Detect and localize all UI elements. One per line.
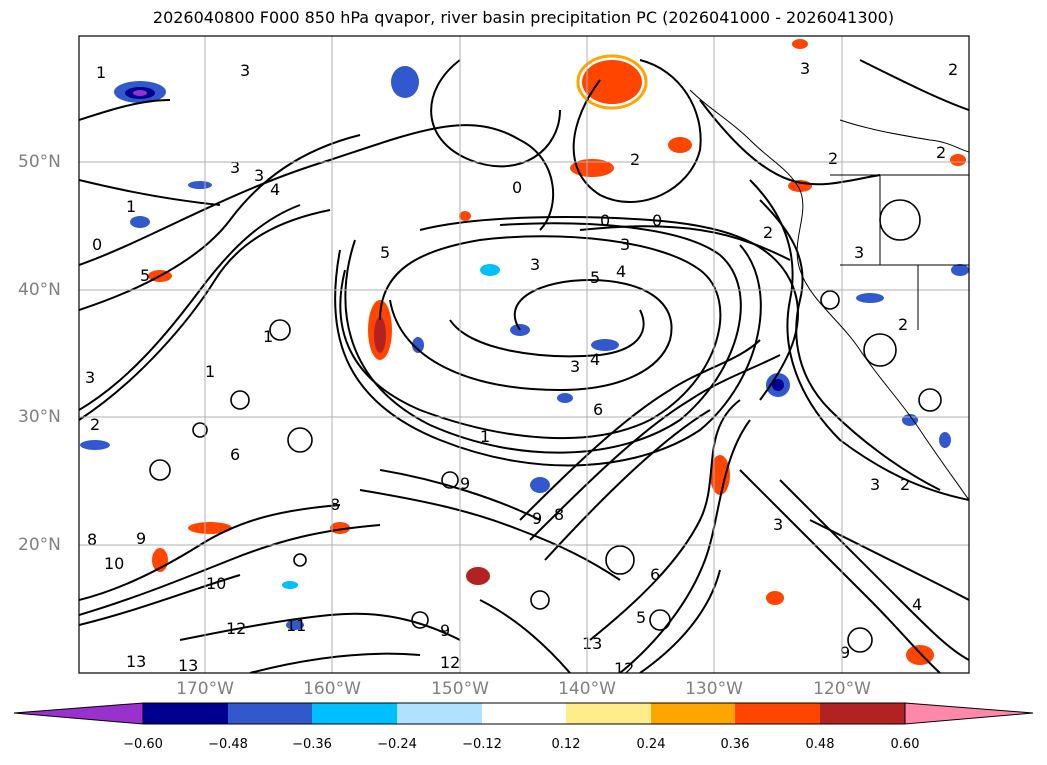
svg-text:0: 0 (92, 235, 102, 254)
lat-label-40n: 40°N (18, 280, 61, 300)
colorbar-tick-3: −0.24 (377, 737, 417, 752)
svg-text:3: 3 (240, 61, 250, 80)
colorbar-tick-2: −0.36 (292, 737, 332, 752)
svg-text:9: 9 (440, 621, 450, 640)
svg-text:2: 2 (630, 150, 640, 169)
svg-text:6: 6 (650, 565, 660, 584)
colorbar-tick-9: 0.60 (890, 737, 920, 752)
svg-text:5: 5 (140, 266, 150, 285)
svg-text:11: 11 (286, 616, 306, 635)
svg-text:3: 3 (620, 235, 630, 254)
svg-text:12: 12 (614, 659, 634, 678)
lon-label-170w: 170°W (176, 679, 234, 699)
svg-text:10: 10 (206, 574, 226, 593)
svg-text:5: 5 (380, 243, 390, 262)
svg-text:5: 5 (636, 608, 646, 627)
colorbar-tick-0: −0.60 (123, 737, 163, 752)
colorbar-tick-8: 0.48 (805, 737, 835, 752)
lon-label-130w: 130°W (685, 679, 743, 699)
svg-text:8: 8 (554, 505, 564, 524)
svg-text:13: 13 (178, 656, 198, 675)
svg-text:2: 2 (763, 223, 773, 242)
svg-text:8: 8 (87, 530, 97, 549)
svg-text:3: 3 (773, 515, 783, 534)
colorbar (13, 702, 1034, 725)
lat-lon-grid (79, 36, 969, 673)
svg-text:2: 2 (948, 60, 958, 79)
svg-text:4: 4 (616, 262, 626, 281)
colorbar-segment-2 (228, 703, 312, 724)
colorbar-segment-7 (651, 703, 735, 724)
svg-text:2: 2 (898, 315, 908, 334)
svg-text:3: 3 (85, 368, 95, 387)
svg-text:1: 1 (205, 362, 215, 381)
svg-text:3: 3 (254, 166, 264, 185)
colorbar-segment-0 (13, 702, 144, 725)
colorbar-segment-10 (904, 702, 1034, 725)
precip-pc-shading (80, 39, 969, 665)
qvapor-contours (79, 59, 969, 673)
svg-text:0: 0 (512, 178, 522, 197)
svg-text:3: 3 (230, 158, 240, 177)
svg-text:3: 3 (570, 357, 580, 376)
svg-text:2: 2 (936, 143, 946, 162)
svg-text:9: 9 (136, 529, 146, 548)
svg-text:3: 3 (800, 59, 810, 78)
svg-text:4: 4 (590, 350, 600, 369)
colorbar-tick-1: −0.48 (208, 737, 248, 752)
svg-text:2: 2 (828, 149, 838, 168)
svg-text:2: 2 (900, 475, 910, 494)
colorbar-segment-1 (143, 703, 228, 724)
svg-text:4: 4 (270, 180, 280, 199)
colorbar-segment-5 (482, 703, 566, 724)
lat-label-20n: 20°N (18, 535, 61, 555)
svg-text:12: 12 (226, 619, 246, 638)
svg-text:1: 1 (96, 63, 106, 82)
lon-label-140w: 140°W (558, 679, 616, 699)
svg-text:0: 0 (600, 211, 610, 230)
colorbar-segment-4 (397, 703, 482, 724)
svg-text:3: 3 (870, 475, 880, 494)
svg-text:8: 8 (330, 495, 340, 514)
colorbar-segment-6 (566, 703, 651, 724)
svg-text:1: 1 (126, 197, 136, 216)
lat-label-30n: 30°N (18, 407, 61, 427)
svg-text:9: 9 (460, 474, 470, 493)
colorbar-segment-8 (735, 703, 820, 724)
svg-text:9: 9 (532, 509, 542, 528)
svg-text:13: 13 (582, 634, 602, 653)
lon-label-120w: 120°W (813, 679, 871, 699)
svg-text:10: 10 (104, 554, 124, 573)
svg-text:5: 5 (590, 268, 600, 287)
colorbar-tick-6: 0.24 (636, 737, 666, 752)
svg-text:6: 6 (230, 445, 240, 464)
plot-frame (78, 35, 970, 674)
svg-text:12: 12 (440, 653, 460, 672)
svg-text:1: 1 (480, 427, 490, 446)
lon-label-150w: 150°W (431, 679, 489, 699)
svg-text:1: 1 (263, 327, 273, 346)
colorbar-tick-7: 0.36 (720, 737, 750, 752)
svg-text:4: 4 (912, 595, 922, 614)
map-title: 2026040800 F000 850 hPa qvapor, river ba… (152, 8, 895, 27)
lat-label-50n: 50°N (18, 152, 61, 172)
coastlines (689, 89, 969, 501)
svg-text:13: 13 (126, 652, 146, 671)
svg-text:6: 6 (593, 400, 603, 419)
svg-text:3: 3 (854, 243, 864, 262)
lon-label-160w: 160°W (303, 679, 361, 699)
colorbar-segment-3 (312, 703, 397, 724)
colorbar-segment-9 (820, 703, 905, 724)
colorbar-tick-5: 0.12 (551, 737, 581, 752)
svg-text:0: 0 (652, 211, 662, 230)
svg-text:9: 9 (840, 643, 850, 662)
svg-text:2: 2 (90, 415, 100, 434)
svg-text:3: 3 (530, 255, 540, 274)
colorbar-tick-4: −0.12 (462, 737, 502, 752)
